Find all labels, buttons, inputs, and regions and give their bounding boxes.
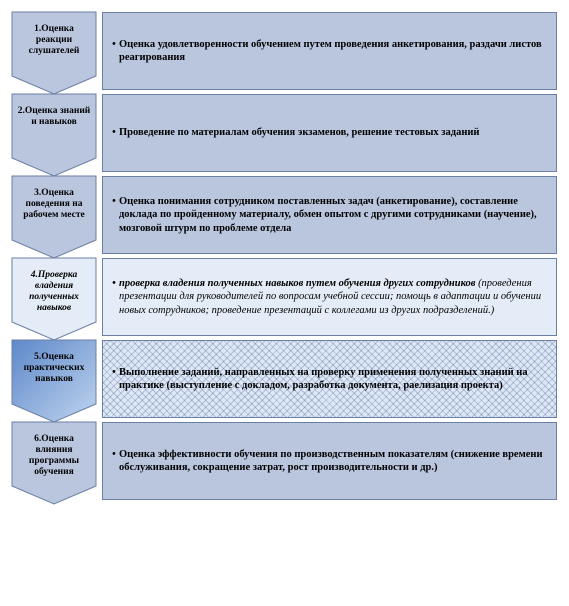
step5-desc: •Выполнение заданий, направленных на про… <box>109 366 546 392</box>
bullet-icon: • <box>109 366 119 392</box>
step5-row: 5.Оценка практических навыков •Выполнени… <box>12 340 557 418</box>
step6-chevron: 6.Оценка влияния программы обучения <box>12 422 96 500</box>
step5-desc-text: Выполнение заданий, направленных на пров… <box>119 366 546 392</box>
step3-desc-text: Оценка понимания сотрудником поставленны… <box>119 195 546 234</box>
step1-desc-box: •Оценка удовлетворенности обучением путе… <box>102 12 557 90</box>
step3-desc-box: •Оценка понимания сотрудником поставленн… <box>102 176 557 254</box>
bullet-icon: • <box>109 195 119 234</box>
step4-desc: •проверка владения полученных навыков пу… <box>109 277 546 316</box>
bullet-icon: • <box>109 126 119 139</box>
step5-chevron: 5.Оценка практических навыков <box>12 340 96 418</box>
step2-desc-box: •Проведение по материалам обучения экзам… <box>102 94 557 172</box>
step4-label: 4.Проверка владения полученных навыков <box>12 270 96 314</box>
step1-label: 1.Оценка реакции слушателей <box>12 24 96 57</box>
step1-desc: •Оценка удовлетворенности обучением путе… <box>109 38 546 64</box>
step3-desc: •Оценка понимания сотрудником поставленн… <box>109 195 546 234</box>
step5-label: 5.Оценка практических навыков <box>12 352 96 385</box>
bullet-icon: • <box>109 448 119 474</box>
step6-desc-box: •Оценка эффективности обучения по произв… <box>102 422 557 500</box>
step2-desc-text: Проведение по материалам обучения экзаме… <box>119 126 479 139</box>
step4-desc-text: проверка владения полученных навыков пут… <box>119 277 546 316</box>
step4-row: 4.Проверка владения полученных навыков •… <box>12 258 557 336</box>
step4-desc-box: •проверка владения полученных навыков пу… <box>102 258 557 336</box>
bullet-icon: • <box>109 277 119 316</box>
step2-desc: •Проведение по материалам обучения экзам… <box>109 126 479 139</box>
step6-label: 6.Оценка влияния программы обучения <box>12 434 96 478</box>
step1-desc-text: Оценка удовлетворенности обучением путем… <box>119 38 546 64</box>
step2-chevron: 2.Оценка знаний и навыков <box>12 94 96 172</box>
step3-chevron: 3.Оценка поведения на рабочем месте <box>12 176 96 254</box>
step2-label: 2.Оценка знаний и навыков <box>12 106 96 128</box>
step4-chevron: 4.Проверка владения полученных навыков <box>12 258 96 336</box>
step1-row: 1.Оценка реакции слушателей •Оценка удов… <box>12 12 557 90</box>
step6-row: 6.Оценка влияния программы обучения •Оце… <box>12 422 557 500</box>
process-diagram: 1.Оценка реакции слушателей •Оценка удов… <box>12 12 557 500</box>
step3-row: 3.Оценка поведения на рабочем месте •Оце… <box>12 176 557 254</box>
step6-desc-text: Оценка эффективности обучения по произво… <box>119 448 546 474</box>
step6-desc: •Оценка эффективности обучения по произв… <box>109 448 546 474</box>
bullet-icon: • <box>109 38 119 64</box>
step1-chevron: 1.Оценка реакции слушателей <box>12 12 96 90</box>
step5-desc-box: •Выполнение заданий, направленных на про… <box>102 340 557 418</box>
step2-row: 2.Оценка знаний и навыков •Проведение по… <box>12 94 557 172</box>
step3-label: 3.Оценка поведения на рабочем месте <box>12 188 96 221</box>
